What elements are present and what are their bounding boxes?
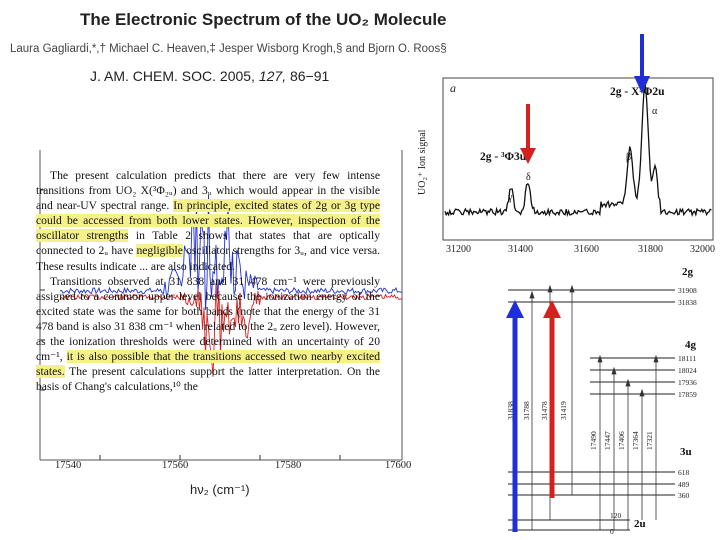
excerpt-paragraph-1: The present calculation predicts that th… <box>36 168 380 274</box>
left-x-axis-label: hν₂ (cm⁻¹) <box>190 482 250 497</box>
highlighted-text: negligible <box>136 244 183 258</box>
journal-pages: 86−91 <box>289 68 330 84</box>
left-x-tick-label: 17560 <box>162 460 188 471</box>
paper-title: The Electronic Spectrum of the UO₂ Molec… <box>80 10 447 29</box>
excerpt-text: Transitions observed at 31 838 and 31 47… <box>36 274 380 364</box>
excerpt-text: The present calculation predicts that th… <box>36 169 380 213</box>
excerpt-paragraph-2: Transitions observed at 31 838 and 31 47… <box>36 274 380 395</box>
journal-citation: J. AM. CHEM. SOC. 2005, 127, 86−91 <box>90 68 329 84</box>
paper-excerpt: The present calculation predicts that th… <box>36 168 380 394</box>
left-x-tick-label: 17540 <box>55 460 81 471</box>
journal-name: J. AM. CHEM. SOC. <box>90 68 217 84</box>
excerpt-text: The present calculations support the lat… <box>36 365 380 394</box>
journal-year: 2005, <box>219 68 255 84</box>
excerpt-text: in Table 2 shows that states that are op… <box>36 229 380 258</box>
left-x-tick-label: 17600 <box>385 460 411 471</box>
author-list: Laura Gagliardi,*,† Michael C. Heaven,‡ … <box>10 43 447 55</box>
excerpt-text: oscillator strengths for 3ᵤ, and vice ve… <box>36 244 381 273</box>
red-spectrum-trace <box>59 283 402 377</box>
journal-volume: 127, <box>258 68 287 84</box>
left-x-tick-label: 17580 <box>275 460 301 471</box>
